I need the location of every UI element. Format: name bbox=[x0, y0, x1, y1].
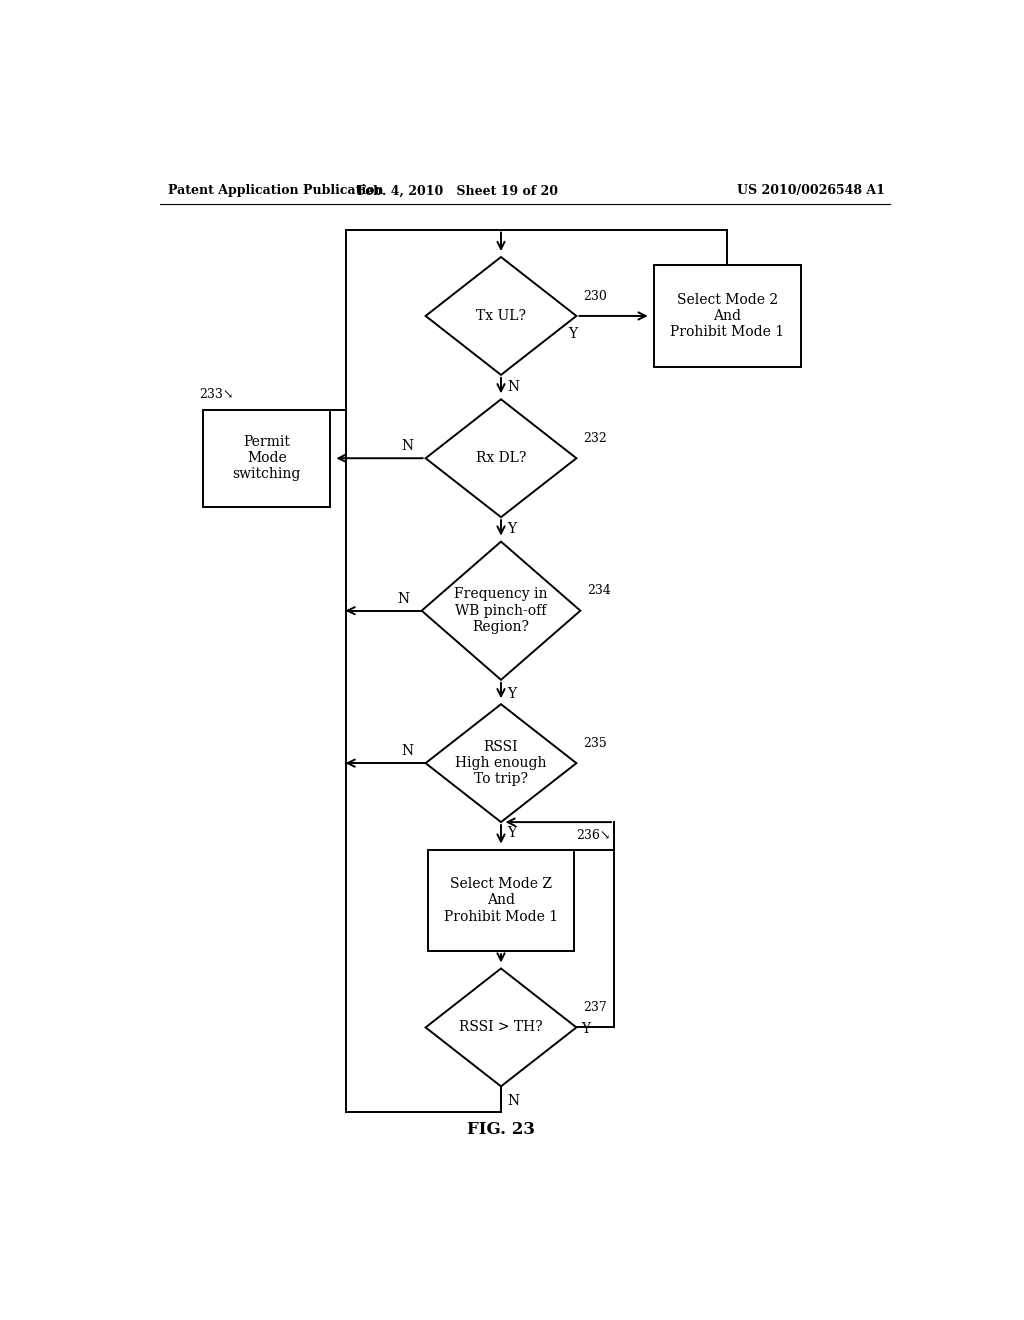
Text: Rx DL?: Rx DL? bbox=[476, 451, 526, 465]
Text: N: N bbox=[397, 591, 410, 606]
Bar bbox=[204, 411, 331, 507]
Text: 237: 237 bbox=[583, 1001, 606, 1014]
Text: 232: 232 bbox=[583, 432, 606, 445]
Text: RSSI > TH?: RSSI > TH? bbox=[459, 1020, 543, 1035]
Text: Patent Application Publication: Patent Application Publication bbox=[168, 185, 383, 198]
Text: Y: Y bbox=[507, 688, 516, 701]
Text: Frequency in
WB pinch-off
Region?: Frequency in WB pinch-off Region? bbox=[455, 587, 548, 634]
Text: 234: 234 bbox=[587, 585, 610, 598]
Text: Y: Y bbox=[507, 826, 516, 841]
Text: FIG. 23: FIG. 23 bbox=[467, 1121, 535, 1138]
Text: N: N bbox=[507, 380, 519, 395]
Text: 230: 230 bbox=[583, 289, 606, 302]
Bar bbox=[653, 265, 801, 367]
Text: 235: 235 bbox=[583, 737, 606, 750]
Text: Select Mode 2
And
Prohibit Mode 1: Select Mode 2 And Prohibit Mode 1 bbox=[670, 293, 784, 339]
Text: N: N bbox=[401, 744, 414, 758]
Text: N: N bbox=[401, 440, 414, 453]
Text: N: N bbox=[507, 1094, 519, 1107]
Text: Y: Y bbox=[568, 327, 578, 342]
Text: Y: Y bbox=[582, 1022, 590, 1035]
Text: Tx UL?: Tx UL? bbox=[476, 309, 526, 323]
Text: Permit
Mode
switching: Permit Mode switching bbox=[232, 436, 301, 482]
Text: 236↘: 236↘ bbox=[575, 829, 610, 842]
Text: Feb. 4, 2010   Sheet 19 of 20: Feb. 4, 2010 Sheet 19 of 20 bbox=[356, 185, 558, 198]
Text: US 2010/0026548 A1: US 2010/0026548 A1 bbox=[736, 185, 885, 198]
Text: Select Mode Z
And
Prohibit Mode 1: Select Mode Z And Prohibit Mode 1 bbox=[444, 878, 558, 924]
Text: Y: Y bbox=[507, 523, 516, 536]
Text: RSSI
High enough
To trip?: RSSI High enough To trip? bbox=[456, 741, 547, 787]
Text: 233↘: 233↘ bbox=[200, 388, 233, 401]
Bar bbox=[428, 850, 574, 952]
